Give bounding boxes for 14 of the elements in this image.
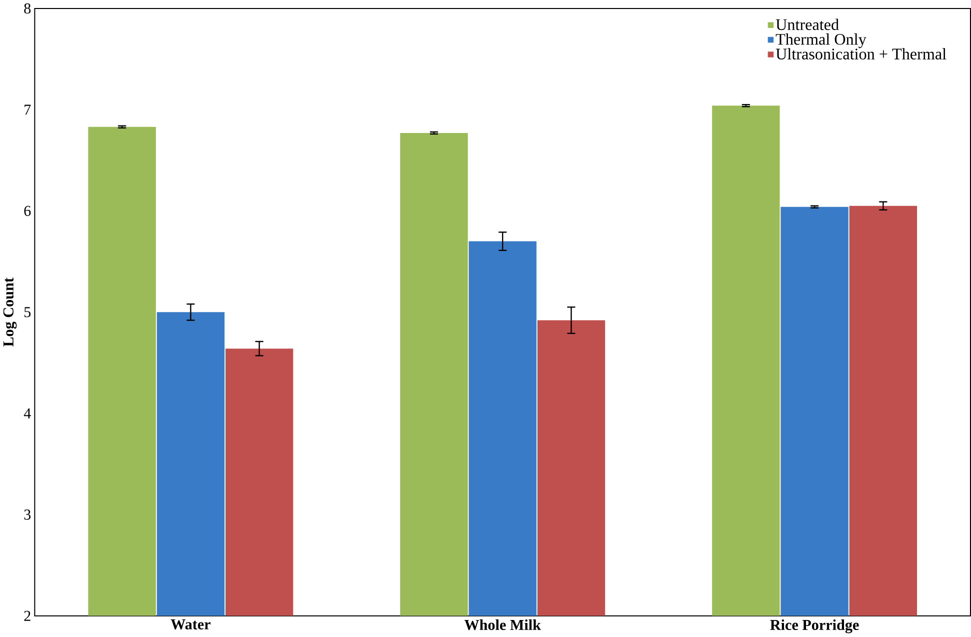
- legend-label: Untreated: [776, 18, 839, 30]
- y-tick-label: 4: [24, 408, 31, 419]
- legend-label: Thermal Only: [776, 34, 866, 48]
- y-tick-label: 2: [24, 611, 30, 622]
- y-tick-label: 3: [24, 510, 31, 520]
- y-tick-label: 7: [24, 104, 31, 115]
- y-tick-label: 8: [24, 4, 31, 14]
- x-tick-label: Whole Milk: [464, 620, 541, 630]
- legend-label: Ultrasonication + Thermal: [776, 48, 946, 60]
- y-axis-title: Log Count: [3, 278, 17, 347]
- x-tick-label: Water: [170, 620, 210, 630]
- x-tick-label: Rice Porridge: [770, 620, 859, 634]
- y-tick-label: 6: [24, 206, 31, 216]
- y-tick-label: 5: [24, 307, 31, 318]
